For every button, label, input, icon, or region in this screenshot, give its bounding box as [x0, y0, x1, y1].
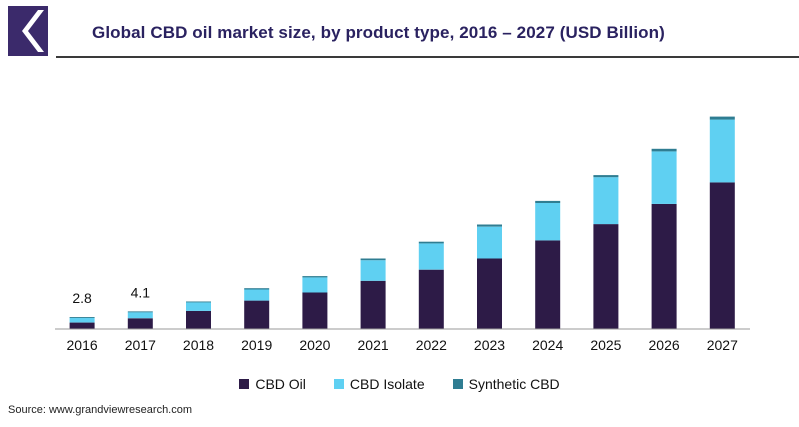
bar-cbd-isolate-2019 [244, 289, 270, 301]
x-tick-label-2023: 2023 [474, 337, 505, 353]
bar-cbd-isolate-2027 [709, 119, 735, 183]
bar-synthetic-cbd-2021 [360, 258, 386, 261]
bar-cbd-oil-2017 [127, 318, 153, 330]
grandview-logo-icon [8, 6, 48, 56]
legend-label-synthetic-cbd: Synthetic CBD [468, 376, 560, 392]
bar-cbd-oil-2021 [360, 280, 386, 329]
x-tick-label-2024: 2024 [532, 337, 563, 353]
x-tick-label-2027: 2027 [707, 337, 738, 353]
x-tick-label-2021: 2021 [358, 337, 389, 353]
bar-synthetic-cbd-2018 [186, 301, 211, 303]
chart-title: Global CBD oil market size, by product t… [92, 23, 665, 42]
x-tick-label-2016: 2016 [67, 337, 98, 353]
x-tick-label-2026: 2026 [649, 337, 680, 353]
bar-cbd-isolate-2022 [418, 243, 444, 270]
x-tick-label-2020: 2020 [299, 337, 330, 353]
bar-cbd-isolate-2020 [302, 277, 328, 293]
bar-cbd-isolate-2017 [127, 312, 153, 319]
legend: CBD Oil CBD Isolate Synthetic CBD [0, 372, 799, 396]
bars-group [69, 116, 735, 330]
legend-label-cbd-isolate: CBD Isolate [349, 376, 425, 392]
data-label-2017: 4.1 [131, 284, 151, 300]
bar-synthetic-cbd-2023 [477, 224, 502, 227]
bar-cbd-oil-2020 [302, 292, 328, 329]
bar-cbd-oil-2022 [418, 269, 444, 329]
bar-cbd-oil-2016 [69, 322, 95, 330]
chart-area: 2016 2017 2018 2019 2020 2021 2022 2023 2024 2025… [55, 116, 750, 353]
bar-synthetic-cbd-2024 [535, 200, 561, 203]
bar-synthetic-cbd-2025 [593, 175, 619, 178]
legend-swatch-synthetic-cbd [452, 379, 463, 389]
bar-cbd-oil-2019 [244, 300, 270, 329]
legend-item-cbd-isolate: CBD Isolate [333, 376, 425, 392]
x-tick-labels: 2016 2017 2018 2019 2020 2021 2022 2023 2024 2025… [67, 337, 739, 353]
bar-cbd-isolate-2016 [69, 317, 95, 323]
bar-cbd-isolate-2024 [535, 203, 561, 241]
x-tick-label-2018: 2018 [183, 337, 214, 353]
bar-cbd-oil-2027 [709, 182, 735, 329]
bar-cbd-oil-2023 [477, 258, 502, 329]
legend-item-synthetic-cbd: Synthetic CBD [452, 376, 560, 392]
legend-swatch-cbd-isolate [333, 379, 344, 389]
legend-swatch-cbd-oil [239, 379, 250, 389]
legend-item-cbd-oil: CBD Oil [239, 376, 306, 392]
bar-cbd-oil-2018 [186, 310, 211, 329]
bar-cbd-isolate-2023 [477, 226, 502, 259]
bar-synthetic-cbd-2027 [709, 116, 735, 120]
bar-synthetic-cbd-2019 [244, 288, 270, 290]
bar-synthetic-cbd-2020 [302, 276, 328, 278]
bar-synthetic-cbd-2022 [418, 241, 444, 244]
bar-cbd-oil-2024 [535, 240, 561, 329]
x-tick-label-2025: 2025 [590, 337, 621, 353]
bar-cbd-isolate-2026 [651, 151, 677, 204]
bar-synthetic-cbd-2016 [69, 317, 95, 318]
bar-cbd-isolate-2021 [360, 260, 386, 281]
bar-cbd-isolate-2025 [593, 177, 619, 225]
bar-cbd-isolate-2018 [186, 302, 211, 311]
x-tick-label-2017: 2017 [125, 337, 156, 353]
bar-synthetic-cbd-2026 [651, 148, 677, 152]
bar-synthetic-cbd-2017 [127, 311, 153, 313]
legend-label-cbd-oil: CBD Oil [255, 376, 306, 392]
bar-cbd-oil-2025 [593, 224, 619, 329]
data-labels: 2.8 4.1 [72, 284, 150, 306]
source-note: Source: www.grandviewresearch.com [8, 404, 193, 416]
bar-cbd-oil-2026 [651, 203, 677, 329]
x-tick-label-2019: 2019 [241, 337, 272, 353]
data-label-2016: 2.8 [72, 290, 92, 306]
title-divider [56, 56, 799, 58]
x-tick-label-2022: 2022 [416, 337, 447, 353]
header: Global CBD oil market size, by product t… [0, 0, 799, 62]
